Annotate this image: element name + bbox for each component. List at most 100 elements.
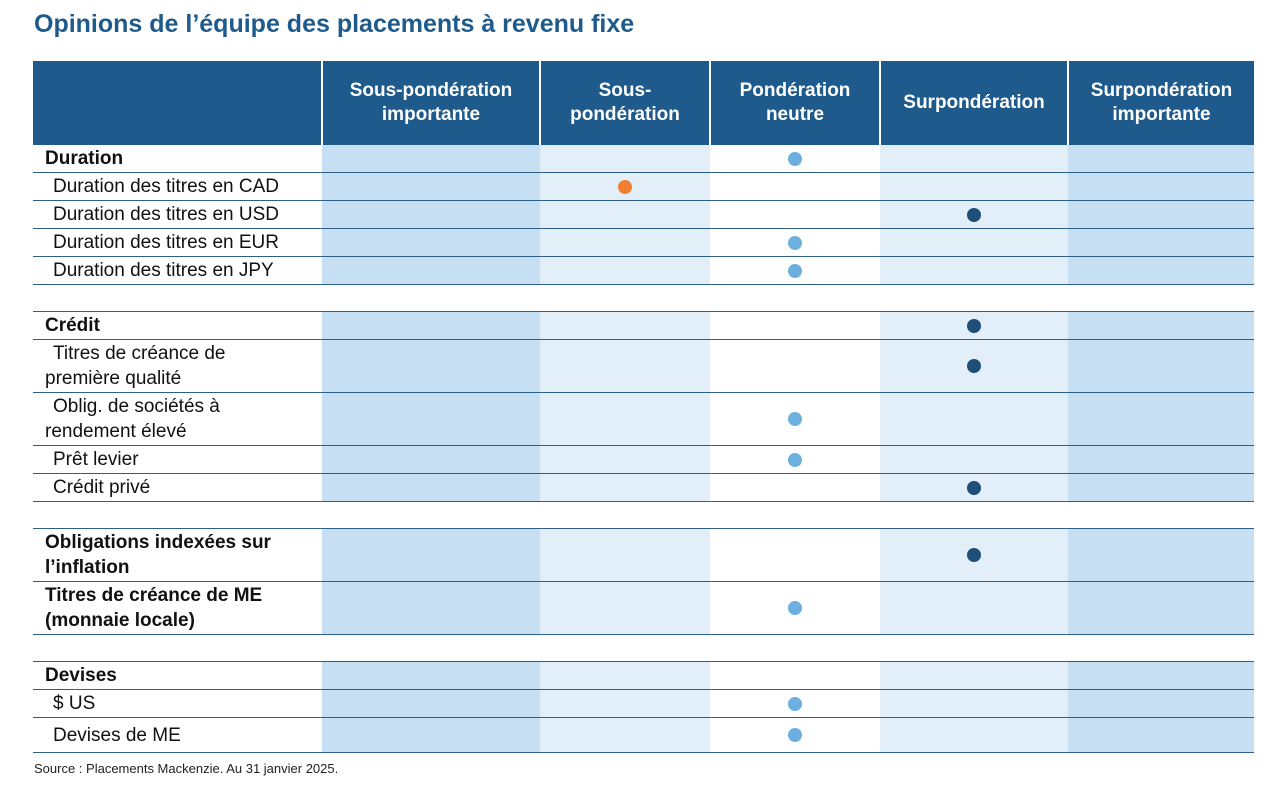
table-row: Obligations indexées sur l’inflation bbox=[33, 528, 1254, 582]
table-row: Duration bbox=[33, 145, 1254, 173]
rating-dot-icon bbox=[788, 263, 802, 278]
rating-cell bbox=[540, 339, 710, 393]
table-row: Titres de créance de ME (monnaie locale) bbox=[33, 581, 1254, 635]
header-neutral: Pondération neutre bbox=[709, 61, 880, 145]
row-label: $ US bbox=[33, 689, 322, 718]
rating-cell bbox=[322, 200, 540, 229]
rating-cell bbox=[880, 200, 1068, 229]
rating-cell bbox=[540, 528, 710, 582]
rating-cell bbox=[880, 256, 1068, 285]
row-label-line1: Duration des titres en EUR bbox=[53, 232, 279, 253]
header-strong-overweight: Surpondération importante bbox=[1067, 61, 1254, 145]
spacer-cell bbox=[33, 284, 1254, 312]
header-underweight: Sous- pondération bbox=[539, 61, 710, 145]
rating-cell bbox=[540, 172, 710, 201]
row-label-line2: (monnaie locale) bbox=[45, 610, 195, 631]
rating-cell bbox=[710, 311, 880, 340]
rating-cell bbox=[322, 339, 540, 393]
row-label-line2: l’inflation bbox=[45, 557, 130, 578]
row-label-line1: Duration des titres en USD bbox=[53, 204, 279, 225]
table-row: Duration des titres en CAD bbox=[33, 172, 1254, 201]
rating-cell bbox=[880, 172, 1068, 201]
row-label: Duration des titres en CAD bbox=[33, 172, 322, 201]
row-label: Oblig. de sociétés à rendement élevé bbox=[33, 392, 322, 446]
row-label-line1: Titres de créance de bbox=[53, 343, 226, 364]
rating-cell bbox=[322, 581, 540, 635]
rating-cell bbox=[322, 473, 540, 502]
header-label-line1: Sous-pondération bbox=[349, 80, 513, 101]
rating-cell bbox=[540, 661, 710, 690]
rating-cell bbox=[710, 172, 880, 201]
rating-cell bbox=[322, 256, 540, 285]
rating-cell bbox=[710, 228, 880, 257]
rating-cell bbox=[1068, 717, 1254, 753]
rating-cell bbox=[880, 689, 1068, 718]
rating-cell bbox=[880, 339, 1068, 393]
table-row: $ US bbox=[33, 689, 1254, 718]
rating-cell bbox=[880, 717, 1068, 753]
section-spacer bbox=[33, 634, 1254, 662]
rating-cell bbox=[1068, 689, 1254, 718]
header-strong-underweight: Sous-pondération importante bbox=[321, 61, 540, 145]
table-row: Titres de créance de première qualité bbox=[33, 339, 1254, 393]
rating-dot-icon bbox=[967, 548, 981, 562]
table-row: Duration des titres en EUR bbox=[33, 228, 1254, 257]
rating-cell bbox=[710, 689, 880, 718]
rating-cell bbox=[322, 661, 540, 690]
rating-cell bbox=[710, 145, 880, 173]
rating-cell bbox=[540, 311, 710, 340]
rating-cell bbox=[880, 581, 1068, 635]
rating-cell bbox=[540, 689, 710, 718]
rating-cell bbox=[322, 145, 540, 173]
rating-cell bbox=[322, 717, 540, 753]
section-spacer bbox=[33, 501, 1254, 529]
rating-cell bbox=[322, 445, 540, 474]
row-label: Devises de ME bbox=[33, 717, 322, 753]
row-label-line1: $ US bbox=[53, 693, 96, 714]
table-row: Duration des titres en USD bbox=[33, 200, 1254, 229]
positioning-table: Sous-pondération importante Sous- pondér… bbox=[33, 61, 1254, 753]
row-label-line2: rendement élevé bbox=[45, 421, 187, 442]
rating-cell bbox=[1068, 392, 1254, 446]
row-label-line1: Crédit privé bbox=[53, 477, 151, 498]
row-label: Duration des titres en USD bbox=[33, 200, 322, 229]
rating-cell bbox=[710, 256, 880, 285]
rating-cell bbox=[540, 445, 710, 474]
row-label-line2: première qualité bbox=[45, 368, 182, 389]
header-label-line1: Sous- bbox=[598, 80, 652, 101]
rating-cell bbox=[880, 228, 1068, 257]
rating-cell bbox=[540, 581, 710, 635]
rating-cell bbox=[1068, 200, 1254, 229]
rating-cell bbox=[322, 311, 540, 340]
row-label: Duration bbox=[33, 145, 322, 173]
table-row: Devises bbox=[33, 661, 1254, 690]
rating-cell bbox=[1068, 661, 1254, 690]
rating-cell bbox=[880, 473, 1068, 502]
header-corner bbox=[33, 61, 322, 145]
row-label-line1: Obligations indexées sur bbox=[45, 532, 271, 553]
rating-cell bbox=[710, 339, 880, 393]
rating-cell bbox=[710, 445, 880, 474]
row-label-line1: Crédit bbox=[45, 315, 100, 336]
header-label-line2: pondération bbox=[570, 104, 680, 125]
rating-cell bbox=[322, 689, 540, 718]
rating-dot-icon bbox=[788, 151, 802, 166]
table-row: Duration des titres en JPY bbox=[33, 256, 1254, 285]
row-label: Obligations indexées sur l’inflation bbox=[33, 528, 322, 582]
header-label-line1: Surpondération bbox=[1090, 80, 1233, 101]
rating-cell bbox=[1068, 339, 1254, 393]
rating-dot-icon bbox=[788, 728, 802, 742]
rating-cell bbox=[710, 473, 880, 502]
row-label: Prêt levier bbox=[33, 445, 322, 474]
row-label-line1: Duration des titres en CAD bbox=[53, 176, 279, 197]
rating-cell bbox=[540, 200, 710, 229]
table-row: Crédit bbox=[33, 311, 1254, 340]
spacer-cell bbox=[33, 634, 1254, 662]
row-label: Duration des titres en EUR bbox=[33, 228, 322, 257]
rating-cell bbox=[880, 311, 1068, 340]
rating-cell bbox=[540, 717, 710, 753]
header-label-line1: Pondération bbox=[739, 80, 851, 101]
rating-dot-icon bbox=[967, 207, 981, 222]
rating-dot-icon bbox=[788, 696, 802, 711]
rating-cell bbox=[880, 528, 1068, 582]
